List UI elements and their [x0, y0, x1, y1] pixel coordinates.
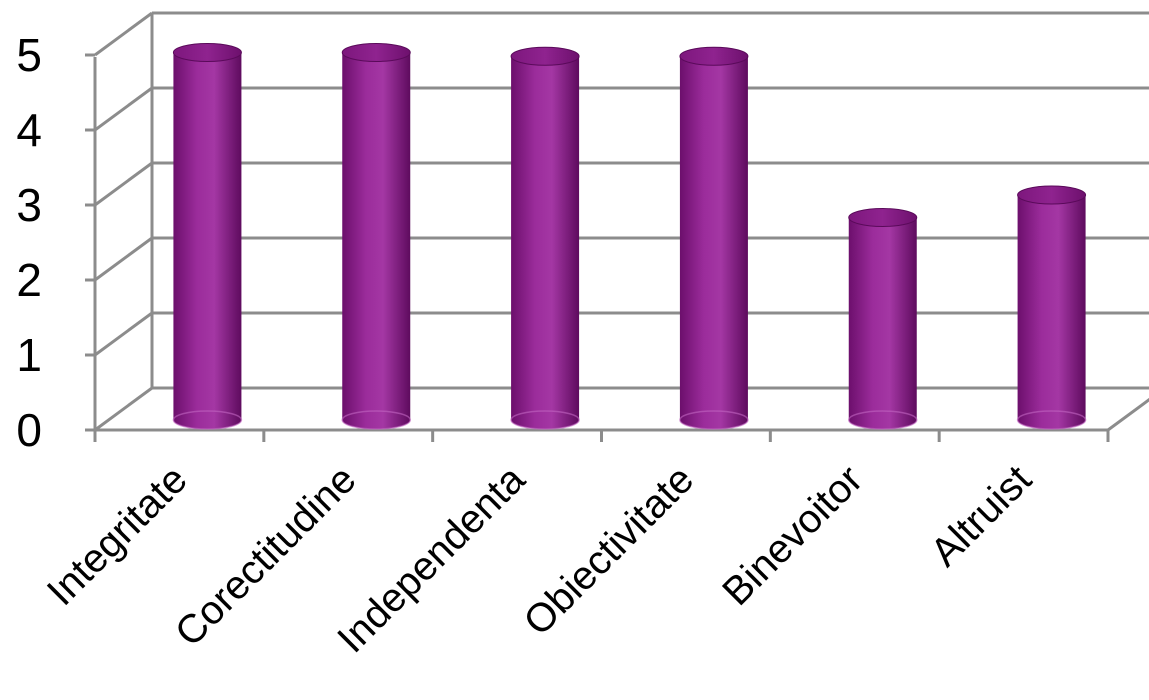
gridline-depth — [94, 386, 153, 432]
gridline-depth — [94, 236, 153, 282]
y-tick-label: 5 — [16, 29, 42, 81]
bar-base-highlight — [510, 410, 580, 430]
bar-base-highlight — [1016, 410, 1087, 430]
bar-base-highlight — [172, 410, 243, 430]
bar-top — [679, 46, 749, 66]
bar-body — [173, 52, 242, 429]
chart-axes — [85, 53, 1110, 442]
bar — [341, 43, 411, 430]
bar — [510, 46, 580, 430]
x-tick-label: Altruist — [922, 457, 1040, 575]
bar-body — [511, 56, 580, 429]
bar-top — [1017, 185, 1087, 205]
bar — [1016, 185, 1087, 430]
bar-top — [172, 43, 242, 62]
bar-top — [510, 46, 580, 66]
bars — [172, 43, 1087, 430]
bar — [679, 46, 749, 430]
x-tick-label: Integritate — [39, 457, 196, 614]
x-tick-label: Obiectivitate — [516, 457, 703, 644]
bar-body — [342, 52, 411, 429]
y-tick-label: 3 — [16, 179, 42, 231]
y-tick-label: 2 — [16, 254, 42, 306]
y-axis-ticks: 0 1 2 3 4 5 — [16, 29, 42, 456]
bar-body — [848, 217, 917, 429]
x-axis-labels: IntegritateCorectitudineIndependentaObie… — [39, 457, 1040, 662]
bar-body — [1017, 195, 1086, 429]
gridline-depth — [94, 86, 153, 132]
bar — [848, 208, 918, 430]
y-tick-label: 0 — [16, 404, 42, 456]
y-tick-label: 1 — [16, 329, 42, 381]
gridline-depth — [94, 11, 153, 57]
bar-base-highlight — [679, 410, 749, 430]
bar — [172, 43, 243, 430]
y-tick-label: 4 — [16, 104, 42, 156]
bar-base-highlight — [341, 410, 411, 430]
bar-top — [848, 208, 918, 227]
bar-body — [679, 56, 748, 429]
x-tick-label: Binevoitor — [714, 457, 871, 614]
gridline-depth — [94, 311, 153, 357]
bar-top — [341, 43, 411, 62]
floor-edge — [1107, 397, 1149, 432]
gridline-depth — [94, 161, 153, 207]
bar-base-highlight — [848, 410, 918, 430]
gridlines — [94, 11, 1149, 432]
